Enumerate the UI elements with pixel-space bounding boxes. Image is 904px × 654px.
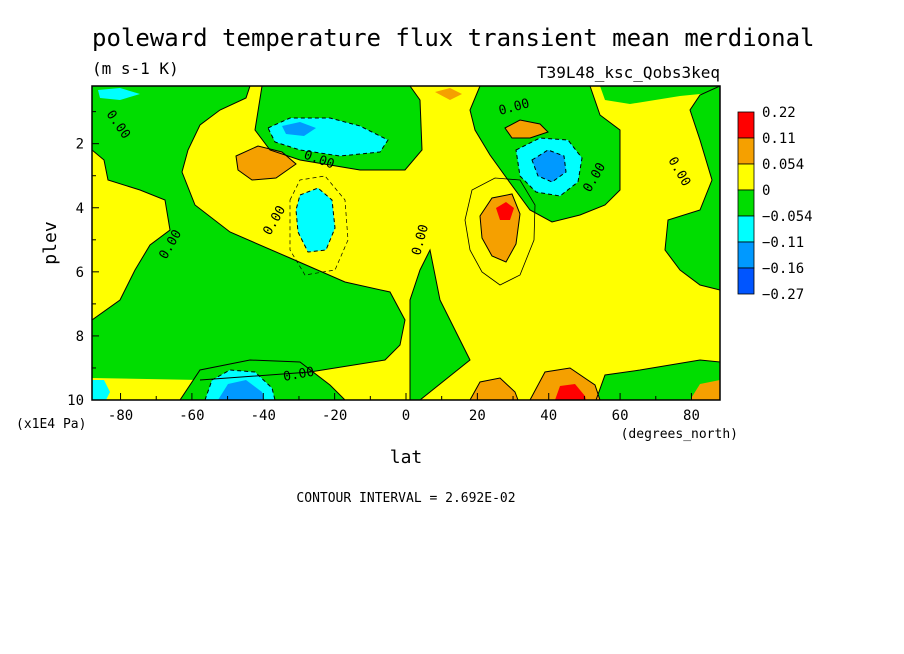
red-region-mid-east bbox=[496, 202, 514, 220]
green-region-top-right-strip bbox=[600, 86, 720, 104]
orange-region-upper-west bbox=[236, 146, 296, 180]
x-tick-label: 40 bbox=[540, 408, 557, 424]
cyan-region-bottom-left-corner bbox=[92, 380, 110, 400]
contour-label: 0.00 bbox=[282, 365, 315, 385]
cyan-region-mid-west bbox=[296, 188, 335, 252]
green-region-east-edge bbox=[665, 86, 720, 290]
red-region-bottom-east bbox=[555, 384, 586, 400]
orange-region-upper-east bbox=[505, 120, 548, 138]
legend-level-label: −0.054 bbox=[762, 209, 813, 225]
legend-level-label: −0.27 bbox=[762, 287, 804, 303]
x-tick-label: 20 bbox=[469, 408, 486, 424]
cyan-region-top-left bbox=[98, 88, 140, 100]
orange-region-bottom-east bbox=[530, 368, 600, 400]
blue-region-bottom-west bbox=[218, 380, 264, 400]
blue-region-upper-west bbox=[282, 122, 316, 136]
units-label: (m s-1 K) bbox=[92, 59, 179, 78]
y-tick-label: 10 bbox=[67, 393, 84, 409]
legend-level-label: −0.16 bbox=[762, 261, 804, 277]
y-tick-label: 2 bbox=[76, 137, 84, 153]
orange-region-top-center bbox=[435, 88, 462, 100]
negative-contour-lines bbox=[204, 117, 583, 400]
contour-lines bbox=[92, 86, 720, 400]
legend-level-label: 0.22 bbox=[762, 105, 796, 121]
x-tick-label: 60 bbox=[612, 408, 629, 424]
x-axis: -80 -60 -40 -20 0 20 40 60 80 bbox=[108, 393, 700, 424]
legend-swatch bbox=[737, 241, 755, 269]
legend-level-label: 0.11 bbox=[762, 131, 796, 147]
legend-swatch bbox=[737, 163, 755, 191]
contour-interval-note: CONTOUR INTERVAL = 2.692E-02 bbox=[296, 491, 515, 506]
green-region-west bbox=[92, 86, 405, 380]
y-axis: 2 4 6 8 10 bbox=[67, 111, 99, 409]
x-tick-label: -40 bbox=[251, 408, 276, 424]
blue-region-upper-east bbox=[532, 150, 566, 182]
legend-level-label: 0.054 bbox=[762, 157, 804, 173]
green-region-lower-center bbox=[410, 250, 470, 400]
legend-level-label: −0.11 bbox=[762, 235, 804, 251]
x-tick-label: 80 bbox=[683, 408, 700, 424]
orange-region-bottom-right bbox=[690, 380, 720, 400]
legend-swatch bbox=[737, 137, 755, 165]
legend-swatch bbox=[737, 189, 755, 217]
y-tick-label: 6 bbox=[76, 265, 84, 281]
y-units-label: (x1E4 Pa) bbox=[16, 417, 86, 432]
x-tick-label: -80 bbox=[108, 408, 133, 424]
chart-title: poleward temperature flux transient mean… bbox=[92, 24, 814, 52]
x-units-label: (degrees_north) bbox=[621, 427, 738, 442]
plot-area: 0.00 0.00 0.00 0.00 0.00 0.00 0.00 0.00 … bbox=[92, 86, 720, 400]
y-tick-label: 8 bbox=[76, 329, 84, 345]
legend-swatch bbox=[737, 215, 755, 243]
color-legend: 0.22 0.11 0.054 0 −0.054 −0.11 −0.16 −0.27 bbox=[737, 105, 813, 303]
orange-region-bottom-mid bbox=[470, 378, 518, 400]
green-region-bottom-right bbox=[596, 360, 720, 400]
run-label: T39L48_ksc_Qobs3keq bbox=[537, 63, 720, 82]
legend-swatch bbox=[737, 111, 755, 139]
y-axis-label: plev bbox=[40, 221, 61, 264]
x-tick-label: 0 bbox=[402, 408, 410, 424]
x-tick-label: -20 bbox=[322, 408, 347, 424]
x-axis-label: lat bbox=[390, 447, 423, 468]
y-tick-label: 4 bbox=[76, 201, 84, 217]
legend-swatch bbox=[737, 267, 755, 295]
x-tick-label: -60 bbox=[179, 408, 204, 424]
legend-level-label: 0 bbox=[762, 183, 770, 199]
